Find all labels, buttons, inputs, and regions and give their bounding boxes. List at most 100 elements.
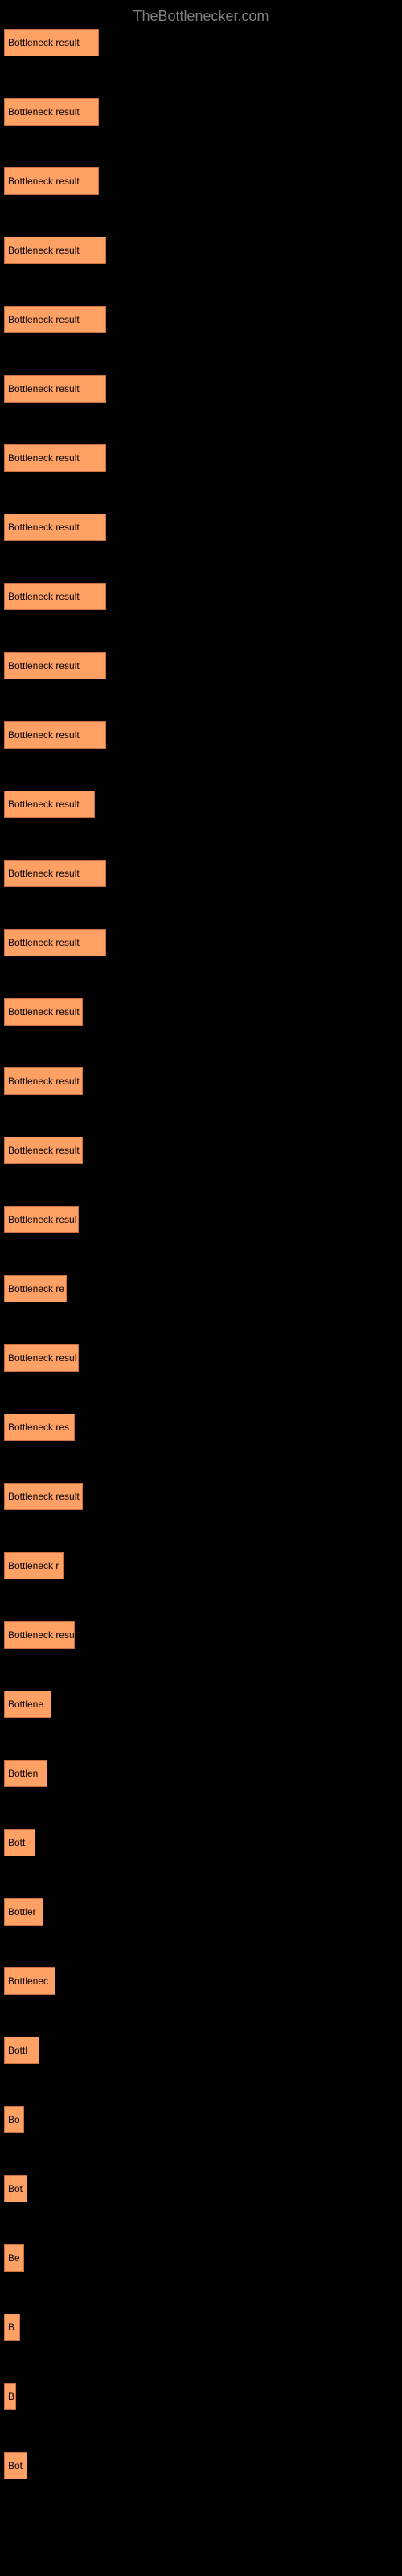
- bar-row: Bottleneck result: [4, 583, 398, 610]
- bar: Bottlen: [4, 1760, 47, 1787]
- bar-label: Bot: [8, 2183, 23, 2194]
- bar: Bottleneck resul: [4, 1206, 79, 1233]
- bar-row: Bottlen: [4, 1760, 398, 1787]
- bar: Bottleneck result: [4, 652, 106, 679]
- site-title: TheBottlenecker.com: [133, 8, 269, 24]
- bar: Bottleneck result: [4, 444, 106, 472]
- bar: Bottleneck resul: [4, 1344, 79, 1372]
- bar: Bottleneck resu: [4, 1621, 75, 1649]
- bar-row: B: [4, 2314, 398, 2341]
- bar-label: Bottleneck resul: [8, 1352, 76, 1364]
- bar: Bottleneck result: [4, 306, 106, 333]
- bar-label: Bottleneck result: [8, 452, 80, 464]
- bar-row: Bottlenec: [4, 1967, 398, 1995]
- bar-label: Bottleneck re: [8, 1283, 64, 1294]
- bar-row: Be: [4, 2244, 398, 2272]
- bar-label: Bo: [8, 2114, 20, 2125]
- bar-label: Bottleneck result: [8, 1075, 80, 1087]
- bar: Bo: [4, 2106, 24, 2133]
- bar-label: Bottleneck result: [8, 868, 80, 879]
- bar-row: Bottl: [4, 2037, 398, 2064]
- bar: Bottleneck result: [4, 1067, 83, 1095]
- bar: Bottleneck result: [4, 98, 99, 126]
- bar: Bot: [4, 2175, 27, 2202]
- bar: Bottleneck res: [4, 1414, 75, 1441]
- bar: Bottleneck result: [4, 1137, 83, 1164]
- bar-label: B: [8, 2391, 14, 2402]
- bar-row: Bot: [4, 2452, 398, 2479]
- bar-row: Bottleneck result: [4, 98, 398, 126]
- bar-label: Bottleneck resul: [8, 1214, 76, 1225]
- bar-label: Bottleneck res: [8, 1422, 69, 1433]
- bar: Bottleneck result: [4, 29, 99, 56]
- bar-row: Bottleneck resu: [4, 1621, 398, 1649]
- bar-label: Bottlen: [8, 1768, 38, 1779]
- bar-row: Bottleneck result: [4, 167, 398, 195]
- bar: Bottleneck result: [4, 860, 106, 887]
- bar-label: Bottlenec: [8, 1975, 48, 1987]
- bar-label: Bottleneck result: [8, 591, 80, 602]
- bar: Bottleneck result: [4, 1483, 83, 1510]
- bar-row: Bottleneck result: [4, 721, 398, 749]
- bar-row: Bottleneck result: [4, 791, 398, 818]
- header: TheBottlenecker.com: [0, 0, 402, 29]
- bar: Bottlenec: [4, 1967, 55, 1995]
- bar-label: Bot: [8, 2460, 23, 2471]
- bar-row: Bottleneck result: [4, 306, 398, 333]
- bar: Bottleneck result: [4, 375, 106, 402]
- bar: B: [4, 2314, 20, 2341]
- bar-row: Bottleneck resul: [4, 1206, 398, 1233]
- bar-chart: Bottleneck result Bottleneck result Bottle…: [0, 29, 402, 2479]
- bar: Be: [4, 2244, 24, 2272]
- bar: Bottleneck r: [4, 1552, 64, 1579]
- bar-label: Bottleneck result: [8, 37, 80, 48]
- bar-label: Bottleneck result: [8, 937, 80, 948]
- bar: Bottlene: [4, 1690, 51, 1718]
- bar: Bottleneck result: [4, 998, 83, 1026]
- bar-label: Bottleneck result: [8, 314, 80, 325]
- bar-label: Bottleneck result: [8, 799, 80, 810]
- bar-row: Bottleneck result: [4, 1067, 398, 1095]
- bar-label: Bottleneck result: [8, 106, 80, 118]
- bar-label: Bottleneck result: [8, 175, 80, 187]
- bar-row: Bottleneck re: [4, 1275, 398, 1302]
- bar-label: Bottleneck result: [8, 660, 80, 671]
- bar: B: [4, 2383, 16, 2410]
- bar: Bottleneck result: [4, 721, 106, 749]
- bar: Bottleneck result: [4, 929, 106, 956]
- bar: Bottleneck result: [4, 167, 99, 195]
- bar-row: Bot: [4, 2175, 398, 2202]
- bar-label: Bottleneck r: [8, 1560, 59, 1571]
- bar-row: Bottleneck result: [4, 929, 398, 956]
- bar-row: Bottleneck result: [4, 1137, 398, 1164]
- bar-row: Bottleneck res: [4, 1414, 398, 1441]
- bar-label: Be: [8, 2252, 20, 2264]
- bar-row: Bottlene: [4, 1690, 398, 1718]
- bar-row: Bottleneck result: [4, 652, 398, 679]
- bar: Bottleneck result: [4, 583, 106, 610]
- bar-label: Bottleneck result: [8, 1145, 80, 1156]
- bar: Bottleneck re: [4, 1275, 67, 1302]
- bar: Bottleneck result: [4, 791, 95, 818]
- bar-row: Bottleneck result: [4, 237, 398, 264]
- bar-label: Bottlene: [8, 1699, 43, 1710]
- bar-row: Bottleneck result: [4, 998, 398, 1026]
- bar-row: Bo: [4, 2106, 398, 2133]
- bar-row: B: [4, 2383, 398, 2410]
- bar-row: Bottler: [4, 1898, 398, 1926]
- bar-label: Bottl: [8, 2045, 27, 2056]
- bar-label: Bottleneck result: [8, 1491, 80, 1502]
- bar-label: Bottleneck result: [8, 245, 80, 256]
- bar: Bottleneck result: [4, 237, 106, 264]
- bar-row: Bottleneck resul: [4, 1344, 398, 1372]
- bar-label: Bottleneck result: [8, 383, 80, 394]
- bar-row: Bottleneck result: [4, 29, 398, 56]
- bar-row: Bottleneck result: [4, 860, 398, 887]
- bar-row: Bottleneck result: [4, 375, 398, 402]
- bar-label: B: [8, 2322, 14, 2333]
- bar-row: Bottleneck result: [4, 444, 398, 472]
- bar: Bottler: [4, 1898, 43, 1926]
- bar: Bot: [4, 2452, 27, 2479]
- bar: Bott: [4, 1829, 35, 1856]
- bar-label: Bott: [8, 1837, 25, 1848]
